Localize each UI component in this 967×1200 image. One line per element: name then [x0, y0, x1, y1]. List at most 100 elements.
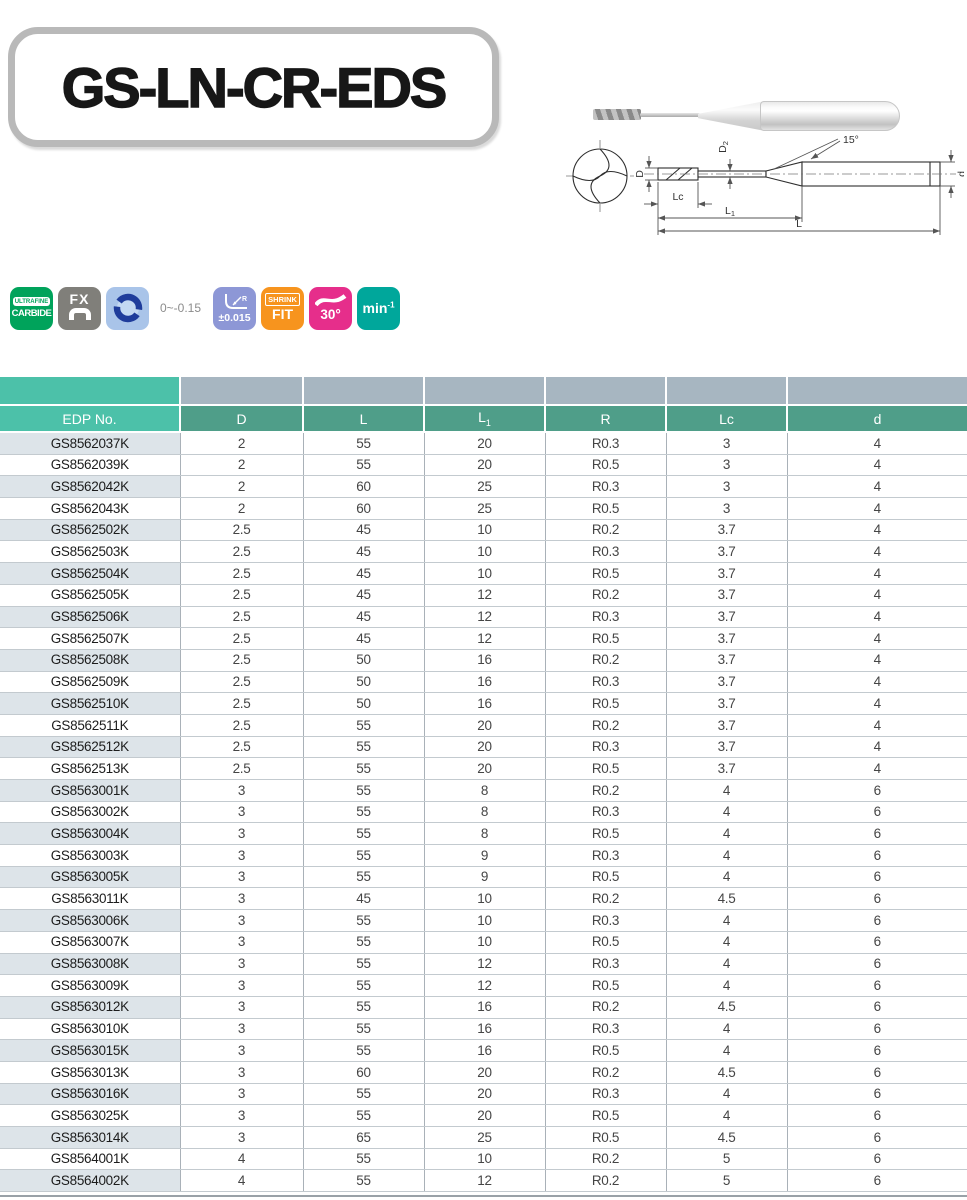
cell-Lc: 3.7 — [666, 714, 788, 737]
cell-Lc: 4 — [666, 801, 788, 824]
cell-L1: 16 — [424, 996, 546, 1019]
cell-edp-no: GS8563005K — [0, 866, 181, 889]
cell-L1: 8 — [424, 779, 546, 802]
cell-edp-no: GS8563009K — [0, 974, 181, 997]
side-view: D D2 15° d Lc L1 L — [634, 134, 964, 235]
cell-D: 4 — [180, 1169, 304, 1193]
cell-R: R0.3 — [545, 801, 667, 824]
cell-d: 6 — [787, 779, 967, 802]
cell-L1: 12 — [424, 1169, 546, 1193]
cell-Lc: 4 — [666, 953, 788, 976]
tolerance-value: ±0.015 — [218, 311, 251, 324]
cell-Lc: 4 — [666, 1039, 788, 1062]
table-row: GS8562502K 2.5 45 10 R0.2 3.7 4 — [0, 519, 967, 542]
cell-Lc: 3 — [666, 432, 788, 455]
ultrafine-label: ULTRAFINE — [12, 297, 51, 306]
table-row: GS8562503K 2.5 45 10 R0.3 3.7 4 — [0, 540, 967, 564]
cell-d: 4 — [787, 584, 967, 607]
cell-d: 4 — [787, 736, 967, 759]
cell-D: 3 — [180, 974, 304, 997]
coating-ring-icon — [113, 293, 142, 323]
cell-edp-no: GS8563003K — [0, 844, 181, 867]
cell-D: 2.5 — [180, 519, 304, 542]
cell-D: 3 — [180, 844, 304, 867]
cell-L: 60 — [303, 1061, 425, 1084]
table-row: GS8563012K 3 55 16 R0.2 4.5 6 — [0, 996, 967, 1019]
cell-d: 6 — [787, 1061, 967, 1084]
col-header-edp-no: EDP No. — [0, 405, 181, 433]
cell-L1: 20 — [424, 1083, 546, 1106]
cell-Lc: 3.7 — [666, 519, 788, 542]
table-row: GS8562509K 2.5 50 16 R0.3 3.7 4 — [0, 671, 967, 694]
cell-R: R0.5 — [545, 974, 667, 997]
ultrafine-carbide-badge: ULTRAFINE CARBIDE — [10, 286, 53, 330]
cell-R: R0.3 — [545, 540, 667, 564]
rpm-label: min-1 — [362, 300, 395, 316]
corner-radius-icon: R — [224, 293, 247, 309]
cell-Lc: 4 — [666, 866, 788, 889]
cell-L: 55 — [303, 953, 425, 976]
cell-D: 3 — [180, 1061, 304, 1084]
table-row: GS8563003K 3 55 9 R0.3 4 6 — [0, 844, 967, 867]
cell-L1: 12 — [424, 627, 546, 650]
cell-D: 3 — [180, 801, 304, 824]
helix-angle-label: 30° — [320, 307, 341, 323]
cell-L1: 25 — [424, 1126, 546, 1149]
cell-Lc: 3.7 — [666, 606, 788, 629]
table-bottom-rule — [0, 1195, 967, 1197]
cell-L: 45 — [303, 540, 425, 564]
cell-d: 6 — [787, 1039, 967, 1062]
cell-L1: 12 — [424, 584, 546, 607]
band-cell — [545, 377, 667, 406]
cell-d: 4 — [787, 671, 967, 694]
cell-edp-no: GS8564002K — [0, 1169, 181, 1193]
cell-D: 2 — [180, 475, 304, 499]
cell-R: R0.5 — [545, 757, 667, 780]
cell-L1: 20 — [424, 454, 546, 477]
cell-R: R0.3 — [545, 953, 667, 976]
cell-L1: 20 — [424, 714, 546, 737]
cell-Lc: 4 — [666, 779, 788, 802]
cell-R: R0.3 — [545, 606, 667, 629]
cell-D: 2.5 — [180, 714, 304, 737]
cell-d: 6 — [787, 1148, 967, 1171]
cell-L1: 16 — [424, 649, 546, 672]
cell-d: 6 — [787, 1169, 967, 1193]
cell-D: 2.5 — [180, 671, 304, 694]
table-row: GS8563001K 3 55 8 R0.2 4 6 — [0, 779, 967, 802]
cell-L: 45 — [303, 584, 425, 607]
cell-L: 60 — [303, 497, 425, 520]
cell-R: R0.3 — [545, 844, 667, 867]
table-row: GS8562512K 2.5 55 20 R0.3 3.7 4 — [0, 736, 967, 759]
spec-table-body: GS8562037K 2 55 20 R0.3 3 4 GS8562039K 2… — [0, 432, 967, 1193]
table-row: GS8563016K 3 55 20 R0.3 4 6 — [0, 1083, 967, 1106]
cell-Lc: 5 — [666, 1169, 788, 1193]
cell-edp-no: GS8562037K — [0, 432, 181, 455]
cell-D: 3 — [180, 996, 304, 1019]
table-row: GS8563008K 3 55 12 R0.3 4 6 — [0, 953, 967, 976]
cell-L: 55 — [303, 1039, 425, 1062]
cell-edp-no: GS8563008K — [0, 953, 181, 976]
cell-edp-no: GS8562042K — [0, 475, 181, 499]
cell-d: 4 — [787, 475, 967, 499]
cell-L: 45 — [303, 562, 425, 585]
cell-R: R0.3 — [545, 671, 667, 694]
cell-Lc: 3.7 — [666, 584, 788, 607]
cell-D: 3 — [180, 1018, 304, 1041]
shrink-fit-badge: SHRINK FIT — [261, 286, 305, 330]
cell-D: 3 — [180, 1126, 304, 1149]
table-row: GS8563011K 3 45 10 R0.2 4.5 6 — [0, 887, 967, 911]
cell-L: 55 — [303, 996, 425, 1019]
table-row: GS8563010K 3 55 16 R0.3 4 6 — [0, 1018, 967, 1041]
col-header-D: D — [180, 405, 304, 433]
cell-R: R0.2 — [545, 584, 667, 607]
cell-L: 45 — [303, 606, 425, 629]
cell-d: 6 — [787, 953, 967, 976]
dim-label-angle: 15° — [843, 134, 859, 146]
cell-D: 2.5 — [180, 606, 304, 629]
cell-d: 4 — [787, 497, 967, 520]
cell-edp-no: GS8563016K — [0, 1083, 181, 1106]
cell-Lc: 4.5 — [666, 887, 788, 911]
table-row: GS8563015K 3 55 16 R0.5 4 6 — [0, 1039, 967, 1062]
col-header-R: R — [545, 405, 667, 433]
